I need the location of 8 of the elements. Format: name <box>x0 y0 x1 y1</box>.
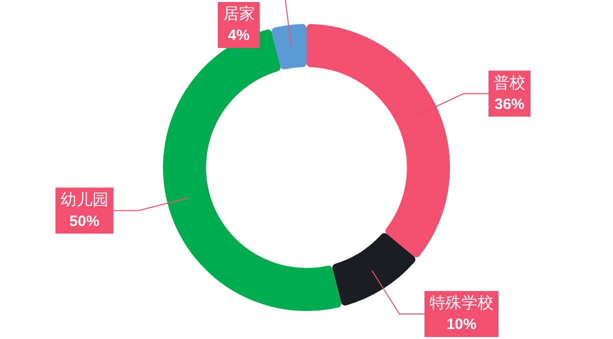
data-label: 4% <box>228 27 250 44</box>
slice-label: 特殊学校 <box>429 293 494 312</box>
slice-label: 居家 <box>222 4 255 24</box>
data-label: 36% <box>494 96 525 113</box>
slice-label: 幼儿园 <box>60 190 108 209</box>
data-label: 10% <box>446 316 476 334</box>
slice-label: 普校 <box>493 72 526 92</box>
data-label: 50% <box>69 212 100 230</box>
